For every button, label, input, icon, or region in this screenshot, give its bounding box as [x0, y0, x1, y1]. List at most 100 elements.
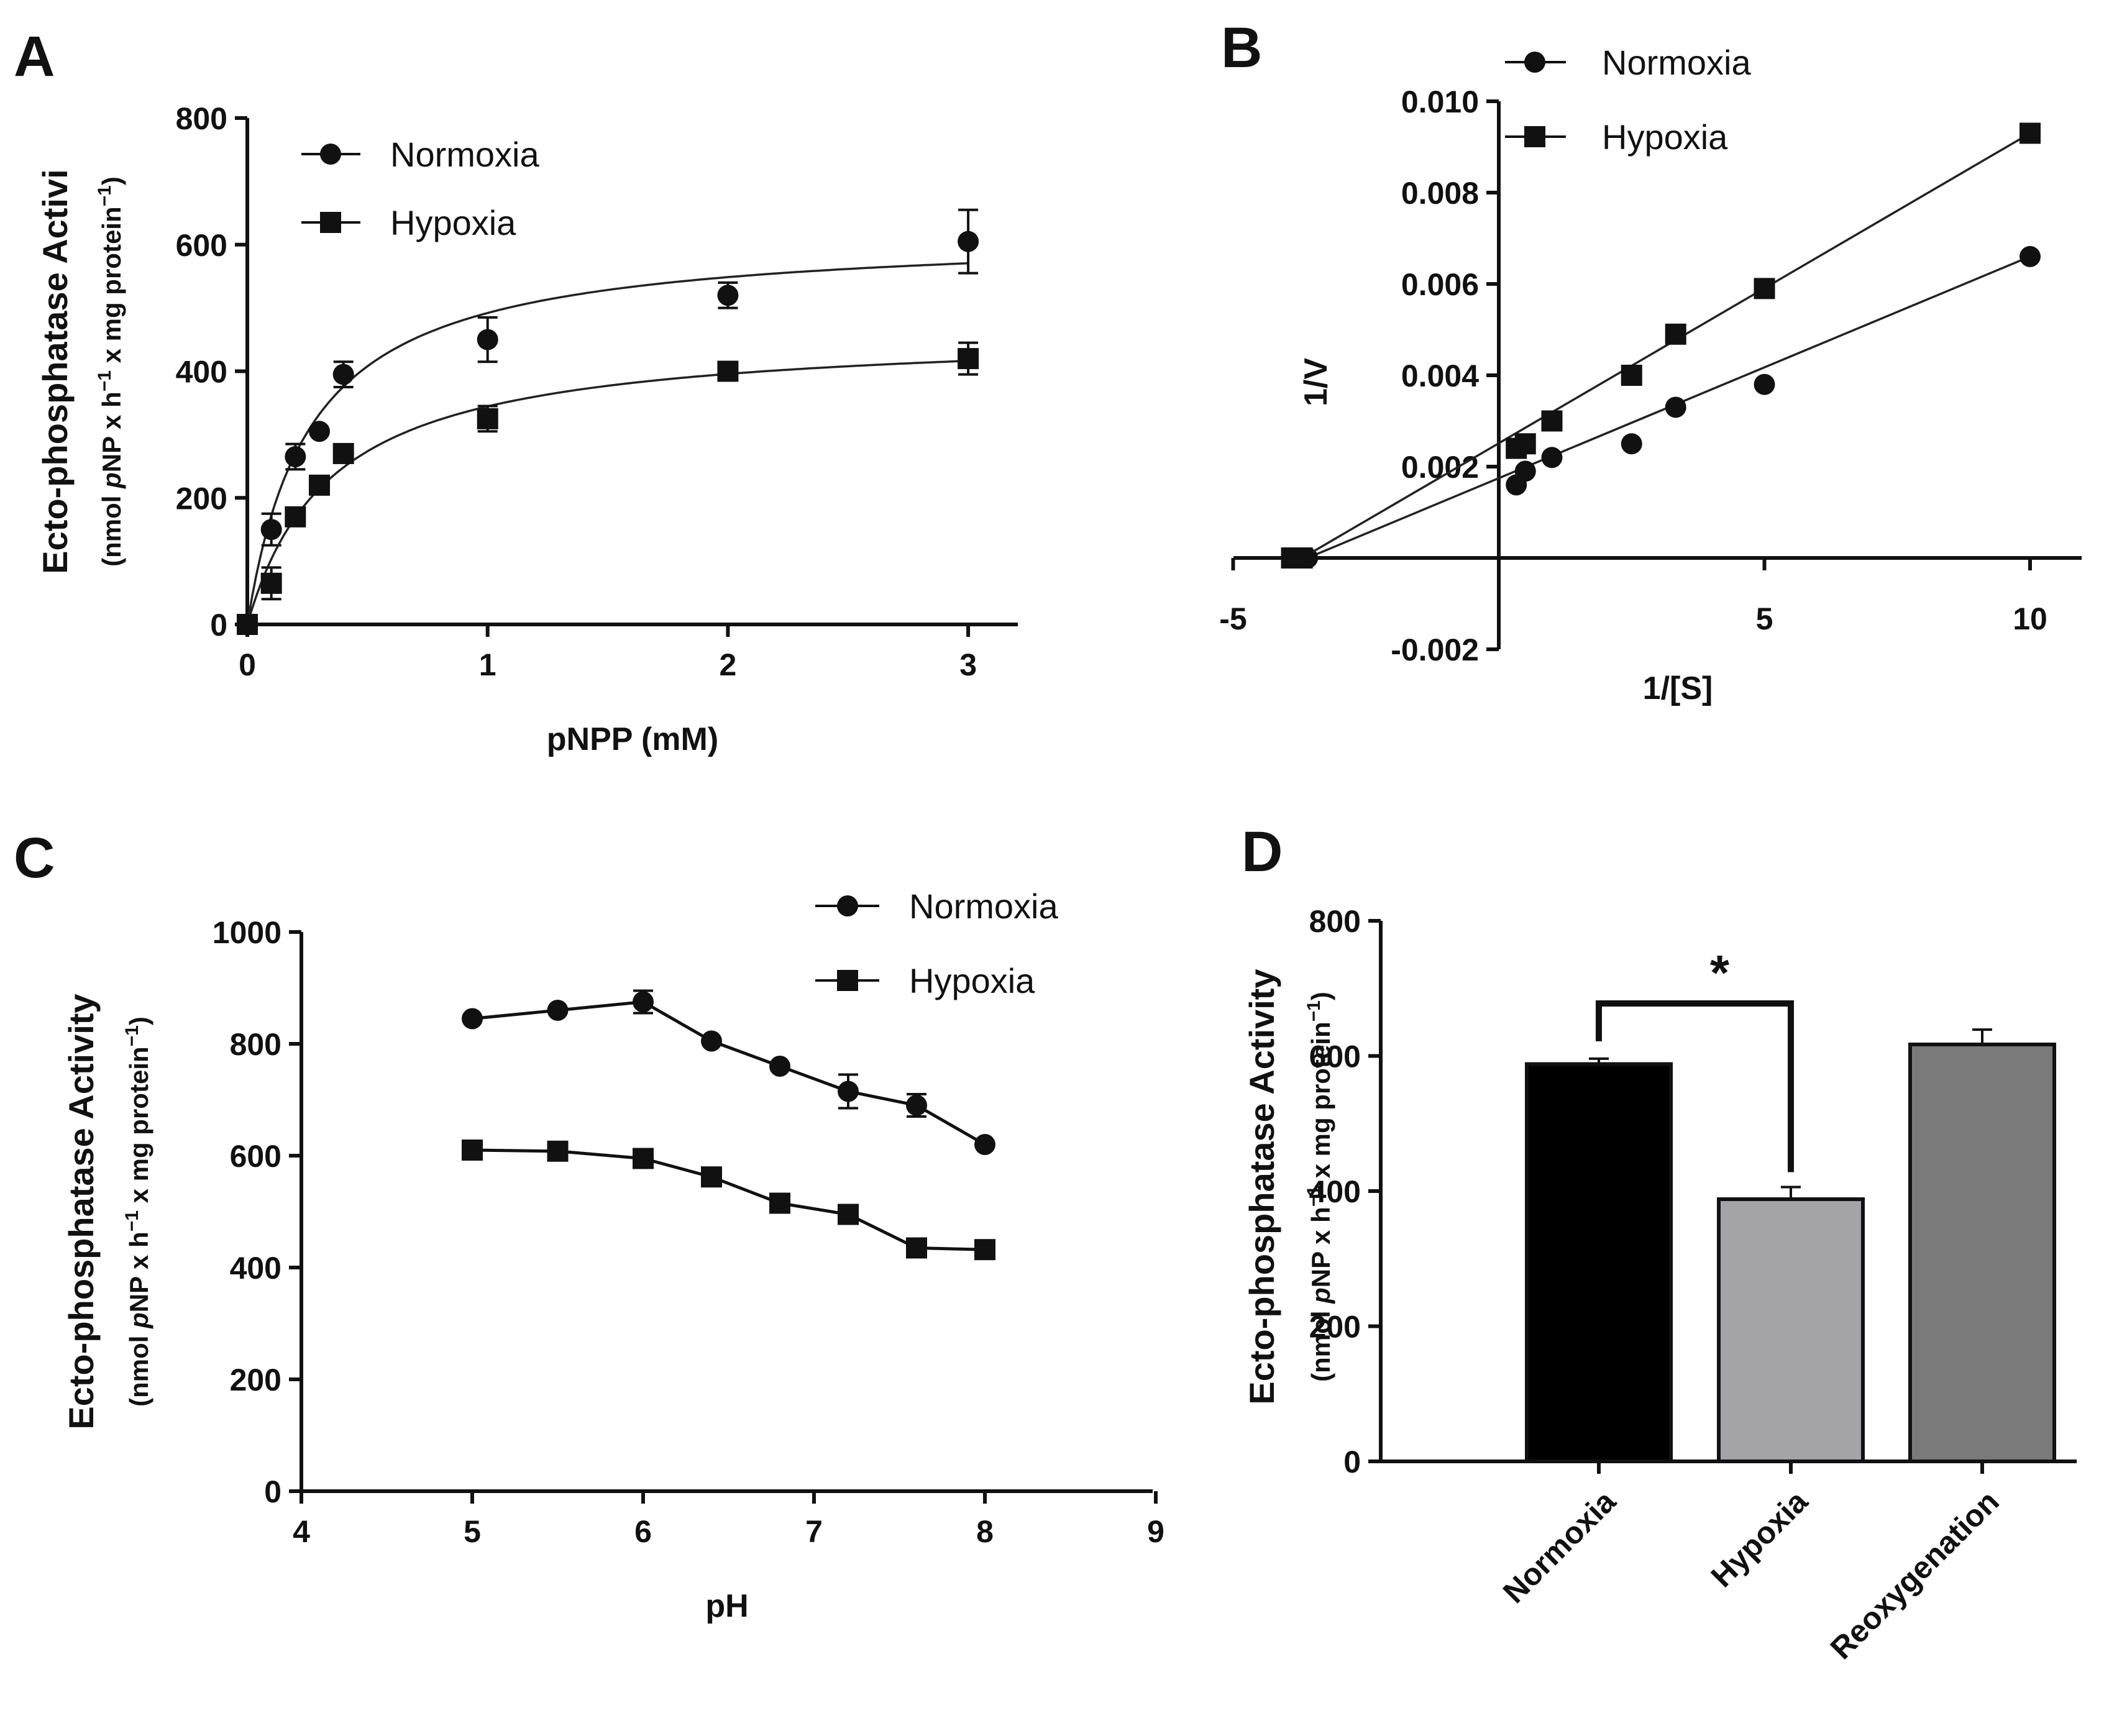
y-axis-unit-part: −1 [1304, 1186, 1324, 1207]
x-tick-label: 9 [1147, 1514, 1164, 1549]
x-tick-label: 1 [479, 647, 496, 682]
y-axis-unit-part: NP x h [1306, 1207, 1335, 1287]
legend-marker-normoxia [1524, 52, 1545, 73]
data-point-normoxia [1541, 447, 1563, 468]
y-tick-label: 200 [230, 1363, 281, 1397]
data-point-normoxia [462, 1008, 483, 1030]
data-point-normoxia [1514, 460, 1536, 482]
data-point-hypoxia [477, 408, 498, 429]
data-point-normoxia [1665, 396, 1686, 418]
y-tick-label: 0 [1343, 1445, 1361, 1479]
y-tick-label: 0 [210, 608, 227, 642]
y-tick-label: 200 [1309, 1310, 1361, 1345]
x-tick-label: -5 [1219, 601, 1246, 636]
panel-label-c: C [14, 826, 55, 890]
data-point-normoxia [974, 1134, 995, 1155]
data-point-hypoxia [309, 474, 331, 496]
data-point-hypoxia [958, 348, 979, 370]
y-tick-label: 0.008 [1401, 176, 1479, 211]
y-axis-unit-part: (nmol [124, 1328, 153, 1407]
data-point-normoxia [1621, 433, 1642, 455]
y-axis-unit-part: ) [97, 176, 126, 185]
y-axis-unit-part: NP x h [124, 1231, 153, 1312]
y-tick-label: 600 [1309, 1039, 1361, 1074]
data-point-normoxia [769, 1056, 790, 1077]
data-point-hypoxia [1754, 278, 1775, 299]
data-point-normoxia [838, 1080, 859, 1102]
data-point-hypoxia [1541, 410, 1563, 432]
panel-a-michaelis-menten-chart: 0 200 400 600 800 0 1 2 3 pNPP (mM) Ecto-phosphata… [35, 101, 1018, 757]
y-tick-label: 800 [1309, 904, 1361, 939]
data-point-hypoxia [1665, 323, 1686, 345]
y-axis-unit-part: −1 [94, 185, 115, 206]
data-point-hypoxia [974, 1239, 995, 1261]
data-point-normoxia [285, 446, 306, 468]
fit-curve-hypoxia [246, 360, 969, 625]
y-axis-unit-label: (nmol pNP x h−1 x mg protein−1) [1304, 992, 1336, 1382]
data-point-hypoxia [260, 572, 282, 594]
y-axis-unit-part: NP x h [97, 391, 126, 472]
data-point-hypoxia [838, 1204, 859, 1225]
x-tick-label: 4 [293, 1514, 310, 1549]
legend-marker-hypoxia [320, 212, 341, 233]
x-tick-label: 8 [976, 1514, 994, 1549]
data-point-normoxia [309, 421, 331, 442]
series-line-hypoxia [472, 1148, 986, 1251]
x-tick-label: 10 [2013, 601, 2047, 636]
data-point-hypoxia [1621, 365, 1642, 386]
data-point-normoxia [477, 329, 498, 350]
y-tick-label: 800 [176, 101, 227, 136]
panel-label-a: A [14, 25, 55, 88]
y-tick-label: 800 [230, 1027, 281, 1062]
data-point-hypoxia [717, 360, 739, 382]
data-point-hypoxia [547, 1140, 569, 1162]
y-axis-title: Ecto-phosphatase Activity [1242, 969, 1281, 1404]
data-point-normoxia [958, 231, 979, 252]
y-axis-unit-part: p [124, 1312, 153, 1329]
x-tick-label: 0 [239, 647, 256, 682]
y-axis-unit-part: ) [1306, 992, 1335, 1000]
series-line-normoxia [472, 1000, 986, 1146]
y-tick-label: 400 [1309, 1174, 1361, 1209]
x-tick-label: 7 [805, 1514, 823, 1549]
legend-label-hypoxia: Hypoxia [390, 203, 516, 242]
x-axis-title: pNPP (mM) [547, 721, 718, 757]
x-tick-label: 3 [959, 647, 977, 682]
y-axis-unit-label: (nmol pNP x h−1 x mg protein−1) [94, 176, 127, 567]
x-tick-label: 5 [1756, 601, 1773, 636]
panel-b-lineweaver-burk-chart: -0.002 0.002 0.004 0.006 0.008 0.010 -5 5 10 1/[S… [1219, 43, 2082, 706]
panel-label-b: B [1221, 16, 1262, 80]
bar-normoxia [1525, 1062, 1673, 1464]
y-axis-unit-part: p [1306, 1287, 1335, 1304]
y-axis-unit-part: −1 [1304, 1000, 1324, 1021]
significance-bracket [1596, 1000, 1794, 1172]
data-point-normoxia [2020, 245, 2041, 267]
regression-line-hypoxia [1301, 132, 2031, 559]
significance-star: * [1710, 945, 1730, 1000]
y-axis-unit-part: −1 [94, 370, 115, 391]
y-tick-label: 0.004 [1401, 359, 1479, 393]
panel-c-ph-profile-chart: 0 200 400 600 800 1000 4 5 6 7 8 9 pH Ecto-phosphatas… [62, 887, 1164, 1624]
data-point-normoxia [1754, 373, 1775, 395]
data-point-hypoxia [2020, 122, 2041, 144]
data-point-hypoxia [1514, 433, 1536, 455]
x-category-label-reoxygenation: Reoxygenation [1824, 1484, 2006, 1666]
data-point-hypoxia [633, 1148, 654, 1169]
y-tick-label: 0.002 [1401, 450, 1479, 485]
bar-reoxygenation [1908, 1043, 2056, 1463]
data-point-hypoxia [462, 1140, 483, 1161]
legend-marker-hypoxia [1524, 126, 1545, 147]
y-tick-label: -0.002 [1391, 633, 1479, 667]
y-axis-unit-part: −1 [122, 1025, 142, 1046]
legend-label-hypoxia: Hypoxia [909, 961, 1035, 1000]
data-point-hypoxia [237, 614, 258, 635]
y-axis-unit-part: x mg protein [124, 1046, 153, 1210]
x-tick-label: 2 [719, 647, 736, 682]
axis-lines [245, 118, 1018, 626]
y-tick-label: 400 [230, 1251, 281, 1286]
data-point-hypoxia [769, 1192, 790, 1214]
panel-d-bar-chart: 0 200 400 600 800 Ecto-phosphatase Activity (n… [1242, 904, 2077, 1666]
bar-hypoxia [1717, 1197, 1865, 1464]
legend-marker-hypoxia [837, 970, 858, 991]
error-bar [1972, 1028, 1992, 1046]
